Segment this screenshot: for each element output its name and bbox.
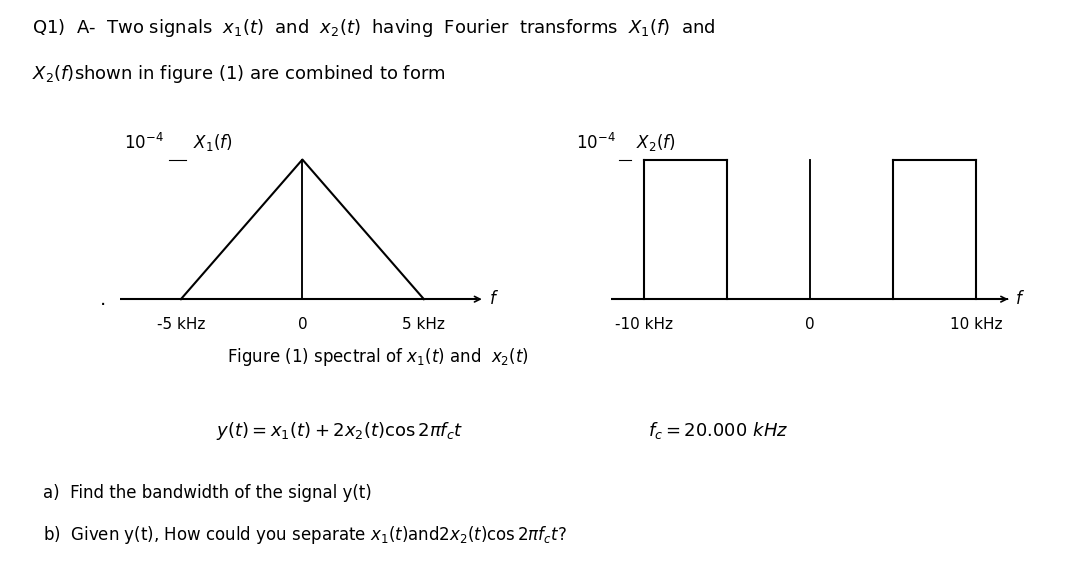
Text: f: f [489,290,496,308]
Text: $f_c = 20.000\ kHz$: $f_c = 20.000\ kHz$ [648,420,788,441]
Text: -10 kHz: -10 kHz [615,317,673,332]
Text: a)  Find the bandwidth of the signal y(t): a) Find the bandwidth of the signal y(t) [43,484,372,502]
Text: -5 kHz: -5 kHz [157,317,205,332]
Text: Figure (1) spectral of $x_1(t)$ and  $x_2(t)$: Figure (1) spectral of $x_1(t)$ and $x_2… [227,346,529,367]
Text: .: . [100,290,106,309]
Text: Q1)  A-  Two signals  $x_1(t)$  and  $x_2(t)$  having  Fourier  transforms  $X_1: Q1) A- Two signals $x_1(t)$ and $x_2(t)$… [32,17,716,39]
Text: $X_1(f)$: $X_1(f)$ [193,131,232,153]
Text: 0: 0 [806,317,814,332]
Text: 0: 0 [298,317,307,332]
Text: f: f [1016,290,1022,308]
Text: 5 kHz: 5 kHz [403,317,445,332]
Text: $X_2(f)$shown in figure (1) are combined to form: $X_2(f)$shown in figure (1) are combined… [32,63,446,85]
Text: 10 kHz: 10 kHz [950,317,1002,332]
Text: b)  Given y(t), How could you separate $x_1(t)$and$2x_2(t)\cos 2\pi f_c t$?: b) Given y(t), How could you separate $x… [43,524,567,546]
Text: $X_2(f)$: $X_2(f)$ [635,131,675,153]
Text: $10^{-4}$: $10^{-4}$ [124,132,164,153]
Text: $y(t) = x_1(t) + 2x_2(t)\cos 2\pi f_c t$: $y(t) = x_1(t) + 2x_2(t)\cos 2\pi f_c t$ [216,420,463,442]
Text: $10^{-4}$: $10^{-4}$ [576,132,616,153]
